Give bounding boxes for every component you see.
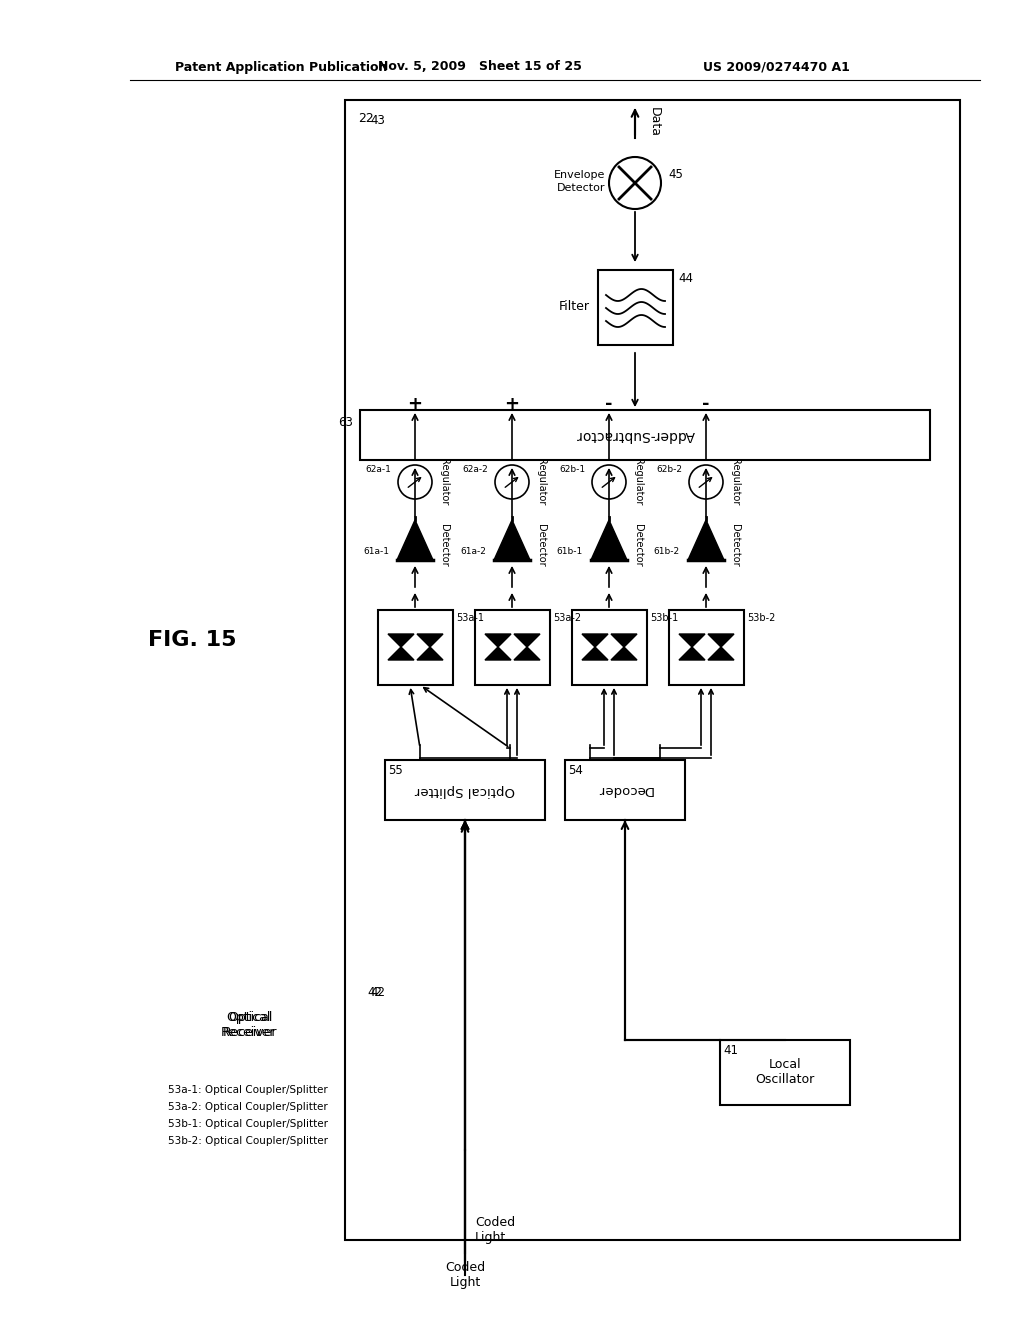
Text: Regulator: Regulator bbox=[730, 458, 740, 506]
Polygon shape bbox=[582, 647, 608, 660]
Text: 53b-1: 53b-1 bbox=[650, 612, 678, 623]
Polygon shape bbox=[679, 634, 705, 647]
Text: FIG. 15: FIG. 15 bbox=[148, 630, 237, 649]
Polygon shape bbox=[417, 647, 443, 660]
Text: Detector: Detector bbox=[633, 524, 643, 566]
Text: Coded
Light: Coded Light bbox=[445, 1261, 485, 1290]
Bar bbox=[378, 610, 453, 685]
Bar bbox=[355, 107, 953, 862]
Polygon shape bbox=[485, 647, 511, 660]
Text: 42: 42 bbox=[370, 986, 385, 998]
Bar bbox=[345, 100, 961, 1239]
Bar bbox=[360, 411, 930, 459]
Polygon shape bbox=[679, 647, 705, 660]
Text: Decoder: Decoder bbox=[597, 784, 653, 796]
Text: 53b-2: Optical Coupler/Splitter: 53b-2: Optical Coupler/Splitter bbox=[168, 1137, 328, 1146]
Text: Adder-Subtractor: Adder-Subtractor bbox=[575, 428, 694, 442]
Text: 22: 22 bbox=[358, 111, 374, 124]
Polygon shape bbox=[591, 520, 627, 560]
Text: -: - bbox=[605, 395, 612, 413]
Text: 54: 54 bbox=[568, 763, 583, 776]
Text: 61b-1: 61b-1 bbox=[557, 548, 583, 557]
Text: +: + bbox=[505, 395, 519, 413]
Text: Local
Oscillator: Local Oscillator bbox=[756, 1059, 815, 1086]
Text: Detector: Detector bbox=[439, 524, 449, 566]
Bar bbox=[348, 979, 958, 1135]
Text: Detector: Detector bbox=[556, 183, 605, 193]
Text: Regulator: Regulator bbox=[536, 458, 546, 506]
Text: 61b-2: 61b-2 bbox=[654, 548, 680, 557]
Text: 61a-2: 61a-2 bbox=[460, 548, 486, 557]
Text: Filter: Filter bbox=[559, 301, 590, 314]
Text: Detector: Detector bbox=[730, 524, 740, 566]
Bar bbox=[368, 459, 763, 605]
Bar bbox=[348, 979, 958, 1144]
Text: 45: 45 bbox=[668, 169, 683, 181]
Text: 41: 41 bbox=[723, 1044, 738, 1056]
Polygon shape bbox=[688, 520, 724, 560]
Text: Optical
Receiver: Optical Receiver bbox=[221, 1011, 275, 1039]
Polygon shape bbox=[388, 647, 414, 660]
Text: 62a-1: 62a-1 bbox=[366, 466, 391, 474]
Polygon shape bbox=[397, 520, 433, 560]
Text: 53a-1: Optical Coupler/Splitter: 53a-1: Optical Coupler/Splitter bbox=[168, 1085, 328, 1096]
Text: Nov. 5, 2009   Sheet 15 of 25: Nov. 5, 2009 Sheet 15 of 25 bbox=[378, 61, 582, 74]
Bar bbox=[368, 601, 763, 700]
Text: +: + bbox=[408, 395, 423, 413]
Polygon shape bbox=[514, 634, 540, 647]
Text: 62a-2: 62a-2 bbox=[462, 466, 488, 474]
Text: Regulator: Regulator bbox=[633, 458, 643, 506]
Polygon shape bbox=[485, 634, 511, 647]
Polygon shape bbox=[494, 520, 530, 560]
Text: Optical
Receiver: Optical Receiver bbox=[223, 1011, 278, 1039]
Polygon shape bbox=[708, 634, 734, 647]
Text: 53b-2: 53b-2 bbox=[746, 612, 775, 623]
Text: 53a-2: 53a-2 bbox=[553, 612, 582, 623]
Polygon shape bbox=[417, 634, 443, 647]
Bar bbox=[475, 610, 550, 685]
Polygon shape bbox=[708, 647, 734, 660]
Text: 63: 63 bbox=[338, 416, 353, 429]
Text: Optical Splitter: Optical Splitter bbox=[415, 784, 515, 796]
Text: -: - bbox=[702, 395, 710, 413]
Text: 62b-2: 62b-2 bbox=[656, 466, 682, 474]
Text: US 2009/0274470 A1: US 2009/0274470 A1 bbox=[703, 61, 850, 74]
Bar bbox=[572, 610, 647, 685]
Bar bbox=[669, 610, 744, 685]
Polygon shape bbox=[388, 634, 414, 647]
Text: Envelope: Envelope bbox=[554, 170, 605, 180]
Bar bbox=[720, 1040, 850, 1105]
Text: 53a-2: Optical Coupler/Splitter: 53a-2: Optical Coupler/Splitter bbox=[168, 1102, 328, 1111]
Text: 42: 42 bbox=[367, 986, 382, 998]
Text: Detector: Detector bbox=[536, 524, 546, 566]
Bar bbox=[385, 760, 545, 820]
Text: 53a-1: 53a-1 bbox=[456, 612, 484, 623]
Bar bbox=[598, 271, 673, 345]
Text: 44: 44 bbox=[678, 272, 693, 285]
Polygon shape bbox=[611, 634, 637, 647]
Text: 55: 55 bbox=[388, 763, 402, 776]
Polygon shape bbox=[582, 634, 608, 647]
Text: Regulator: Regulator bbox=[439, 458, 449, 506]
Text: 62b-1: 62b-1 bbox=[559, 466, 585, 474]
Polygon shape bbox=[514, 647, 540, 660]
Text: Coded
Light: Coded Light bbox=[475, 1216, 515, 1243]
Text: Patent Application Publication: Patent Application Publication bbox=[175, 61, 387, 74]
Bar bbox=[565, 760, 685, 820]
Text: 61a-1: 61a-1 bbox=[362, 548, 389, 557]
Polygon shape bbox=[611, 647, 637, 660]
Text: Data: Data bbox=[648, 107, 662, 137]
Text: 53b-1: Optical Coupler/Splitter: 53b-1: Optical Coupler/Splitter bbox=[168, 1119, 328, 1129]
Text: 43: 43 bbox=[370, 114, 385, 127]
